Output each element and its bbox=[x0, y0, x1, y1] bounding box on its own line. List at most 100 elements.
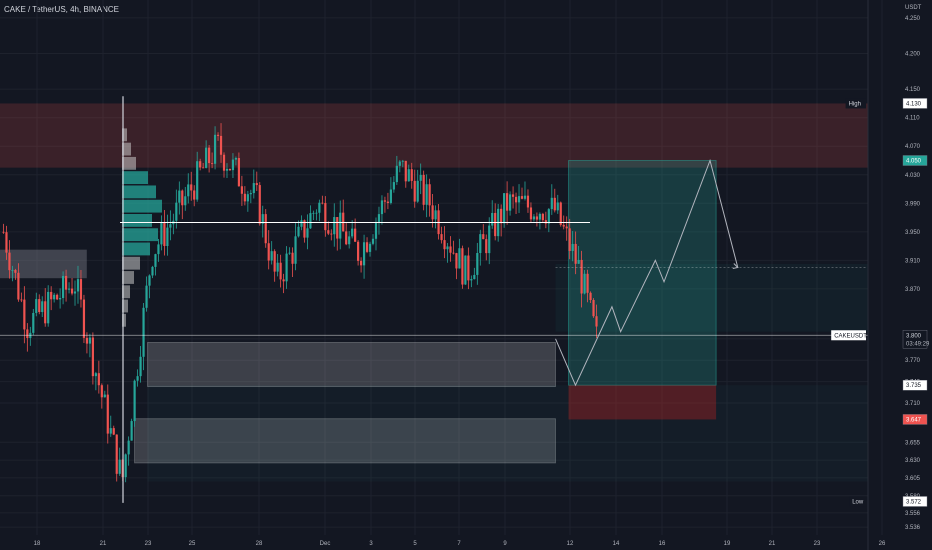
x-tick-label: 23 bbox=[145, 541, 152, 547]
volume-profile-bar bbox=[122, 256, 140, 270]
candle-body bbox=[103, 394, 106, 398]
candle-body bbox=[368, 243, 372, 252]
x-tick-label: 5 bbox=[413, 541, 417, 547]
candle-body bbox=[508, 194, 512, 211]
candle-body bbox=[154, 254, 157, 267]
candle-body bbox=[88, 337, 92, 344]
candle-body bbox=[425, 184, 428, 205]
x-tick-label: 12 bbox=[567, 541, 574, 547]
candle-body bbox=[205, 147, 208, 168]
candle-body bbox=[589, 292, 592, 300]
candle-body bbox=[595, 316, 598, 327]
candle-body bbox=[20, 299, 23, 301]
candle-body bbox=[234, 158, 238, 160]
candle-body bbox=[544, 220, 547, 224]
candle-body bbox=[491, 212, 494, 226]
candle-body bbox=[359, 260, 363, 266]
y-tick-label: 3.990 bbox=[905, 201, 921, 207]
candle-body bbox=[261, 214, 264, 224]
candle-body bbox=[276, 262, 279, 272]
candle-body bbox=[2, 231, 5, 233]
candle-body bbox=[529, 207, 533, 220]
x-tick-label: 9 bbox=[503, 541, 507, 547]
candle-body bbox=[517, 196, 521, 203]
y-tick-label: 3.655 bbox=[905, 440, 921, 446]
chart-title: CAKE / TetherUS, 4h, BINANCE bbox=[4, 5, 120, 14]
candle-body bbox=[208, 147, 211, 164]
candle-body bbox=[449, 246, 452, 253]
candle-body bbox=[41, 301, 44, 313]
candle-body bbox=[380, 200, 384, 215]
x-tick-label: 7 bbox=[457, 541, 461, 547]
volume-profile-bar bbox=[122, 142, 131, 156]
candle-body bbox=[565, 226, 568, 229]
candle-body bbox=[464, 255, 467, 285]
candle-body bbox=[258, 185, 261, 224]
x-tick-label: 28 bbox=[256, 541, 263, 547]
price-tag-box bbox=[902, 155, 928, 166]
x-tick-label: 26 bbox=[879, 541, 886, 547]
candle-body bbox=[386, 201, 390, 203]
volume-profile-bar bbox=[122, 299, 128, 313]
projection-path bbox=[555, 158, 739, 387]
candle-body bbox=[446, 246, 449, 250]
candle-body bbox=[35, 299, 38, 313]
candle-body bbox=[520, 196, 524, 199]
candle-body bbox=[202, 167, 205, 169]
candle-body bbox=[514, 196, 518, 203]
price-tag-countdown: 03:49:29 bbox=[906, 341, 930, 347]
candle-body bbox=[470, 279, 473, 281]
candle-body bbox=[76, 279, 80, 292]
candle-body bbox=[461, 248, 464, 285]
candle-body bbox=[562, 224, 565, 227]
candle-body bbox=[79, 279, 83, 300]
candle-body bbox=[216, 134, 220, 136]
candle-body bbox=[166, 227, 169, 247]
candle-body bbox=[199, 161, 202, 168]
candle-body bbox=[395, 165, 398, 183]
candle-body bbox=[541, 213, 544, 221]
candle-body bbox=[553, 197, 556, 211]
candle-body bbox=[112, 428, 115, 435]
candle-body bbox=[109, 428, 112, 434]
x-tick-label: 18 bbox=[34, 541, 41, 547]
candle-body bbox=[309, 213, 312, 229]
candle-body bbox=[38, 299, 41, 313]
candle-body bbox=[148, 275, 151, 286]
candle-body bbox=[550, 197, 553, 210]
candle-body bbox=[506, 193, 509, 211]
y-tick-label: 3.630 bbox=[905, 458, 921, 464]
candle-body bbox=[383, 200, 387, 202]
candle-body bbox=[404, 160, 407, 182]
candle-body bbox=[47, 291, 50, 324]
y-tick-label: 4.150 bbox=[905, 87, 921, 93]
candle-body bbox=[213, 134, 217, 164]
candle-body bbox=[339, 212, 342, 239]
candle-body bbox=[210, 163, 214, 164]
y-tick-label: 4.110 bbox=[905, 116, 920, 122]
candle-body bbox=[169, 224, 172, 228]
candle-body bbox=[374, 221, 378, 239]
zone-shade-lower bbox=[147, 385, 868, 482]
candle-body bbox=[73, 291, 77, 294]
candle-body bbox=[485, 239, 488, 254]
y-tick-label: 3.710 bbox=[905, 401, 921, 407]
candle-body bbox=[44, 301, 47, 324]
volume-profile-bar bbox=[122, 185, 156, 199]
candle-body bbox=[398, 161, 401, 166]
candle-body bbox=[511, 194, 515, 197]
candle-body bbox=[157, 244, 160, 255]
candle-body bbox=[556, 202, 559, 211]
candle-body bbox=[500, 208, 503, 224]
y-tick-label: 3.536 bbox=[905, 525, 921, 531]
candle-body bbox=[580, 259, 583, 294]
candle-body bbox=[294, 236, 297, 264]
y-tick-label: 3.605 bbox=[905, 476, 921, 482]
candle-body bbox=[571, 243, 574, 251]
candle-body bbox=[118, 459, 121, 474]
candle-body bbox=[59, 298, 62, 300]
zone-left-box bbox=[0, 249, 87, 279]
candle-body bbox=[389, 189, 392, 203]
price-tag-value: 3.800 bbox=[906, 333, 922, 339]
